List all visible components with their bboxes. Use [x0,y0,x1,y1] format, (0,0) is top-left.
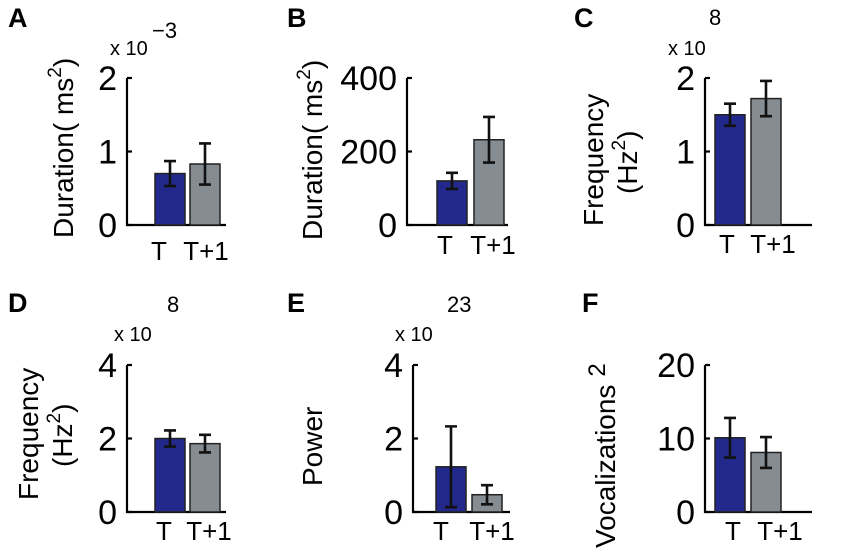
y-tick-label-0: 0 [384,494,403,532]
y-tick-label-1: 1 [98,134,117,172]
panel-f: F Vocalizations 2 0 10 20 T T+1 [582,288,812,548]
y-tick-label-0: 0 [98,207,117,245]
panel-c: C 8 x 10 Frequency (Hz2) 0 1 2 T T+1 [574,3,812,259]
y-axis-label: Frequency [578,94,609,226]
y-axis-label-line2: (Hz2) [609,131,643,194]
exponent-base: x 10 [395,324,433,346]
panel-letter: A [8,3,28,33]
bar-t [154,437,186,513]
panel-letter: D [8,288,28,318]
y-tick-label-2: 20 [657,347,695,385]
y-tick-label-1: 10 [657,421,695,459]
y-axis-label: Duration( ms2) [294,60,328,240]
y-axis-label-close: ) [297,60,328,69]
x-category-label-t: T [151,236,167,266]
bar-t [436,180,468,226]
y-tick-label-1: 200 [340,134,397,172]
y-tick-label-1: 2 [98,421,117,459]
exponent-power: 8 [709,5,721,30]
error-bar-t [724,416,736,459]
y-axis-label-close: ) [47,404,78,413]
bar-t-plus-1 [189,442,221,513]
error-bar-t [164,429,176,448]
y-axis-label-close: ) [612,131,643,140]
panel-letter: C [574,3,594,33]
panel-letter: E [287,288,305,318]
exponent-power: −3 [152,18,177,43]
error-bar-t-plus-1 [481,483,493,506]
y-axis-label: Frequency [13,368,44,500]
x-category-label-t: T [719,229,735,259]
exponent-power: 8 [167,292,179,317]
y-axis-label-line2: (Hz2) [44,404,78,467]
y-tick-label-2: 400 [340,60,397,98]
y-tick-label-0: 0 [676,207,695,245]
y-axis-label: Duration( ms2) [45,58,79,238]
x-category-label-t-plus-1: T+1 [186,516,232,546]
y-axis-label-main: Vocalizations [590,385,621,548]
x-category-label-t: T [437,230,453,260]
panel-e: E 23 x 10 Power 0 2 4 T T+1 [287,288,515,546]
bar-t-plus-1 [189,163,221,226]
panel-d: D 8 x 10 Frequency (Hz2) 0 2 4 T T+1 [8,288,232,546]
x-category-label-t: T [433,516,449,546]
panel-letter: F [582,288,599,318]
y-axis-label: Vocalizations 2 [584,363,621,548]
y-axis-label-sup: 2 [45,67,66,78]
y-axis-label: Power [297,407,328,486]
y-tick-label-0: 0 [98,494,117,532]
x-category-label-t-plus-1: T+1 [757,516,803,546]
x-category-label-t: T [725,516,741,546]
y-axis-label-main: Duration( ms [297,80,328,240]
exponent-base: x 10 [668,38,706,60]
y-axis-label-close: ) [48,58,79,67]
x-category-label-t: T [156,516,172,546]
x-category-label-t-plus-1: T+1 [469,516,515,546]
error-bar-t-plus-1 [760,435,772,470]
y-axis-label-main: Power [297,407,328,486]
y-axis-label-sup: 2 [294,69,315,80]
bar-t [714,114,746,226]
y-tick-label-2: 2 [676,60,695,98]
panel-a: A −3 x 10 Duration( ms2) 0 1 2 T T+1 [8,3,229,266]
panel-letter: B [287,3,307,33]
error-bar-t [445,425,457,509]
exponent-base: x 10 [110,38,148,60]
y-axis-label-main: (Hz [47,423,78,467]
y-tick-label-1: 2 [384,421,403,459]
panel-b: B Duration( ms2) 0 200 400 T T+1 [287,3,516,260]
exponent-base: x 10 [114,324,152,346]
bar-t-plus-1 [750,97,782,226]
y-axis-label-sup: 2 [44,413,65,424]
error-bar-t-plus-1 [199,142,211,186]
error-bar-t [164,159,176,188]
error-bar-t-plus-1 [483,115,495,164]
y-axis-label-main: (Hz [612,150,643,194]
error-bar-t-plus-1 [760,79,772,118]
y-tick-label-0: 0 [676,494,695,532]
y-axis-label-sup: 2 [584,363,611,376]
y-tick-label-0: 0 [378,207,397,245]
x-category-label-t-plus-1: T+1 [750,229,796,259]
y-axis-label-main: Duration( ms [48,78,79,238]
y-tick-label-2: 4 [384,347,403,385]
y-tick-label-1: 1 [676,134,695,172]
y-axis-label-sup: 2 [609,140,630,151]
x-category-label-t-plus-1: T+1 [183,236,229,266]
exponent-power: 23 [447,292,471,317]
y-tick-label-2: 4 [98,347,117,385]
error-bar-t-plus-1 [199,433,211,454]
error-bar-t [724,102,736,128]
error-bar-t [446,171,458,191]
x-category-label-t-plus-1: T+1 [470,230,516,260]
y-tick-label-2: 2 [98,60,117,98]
